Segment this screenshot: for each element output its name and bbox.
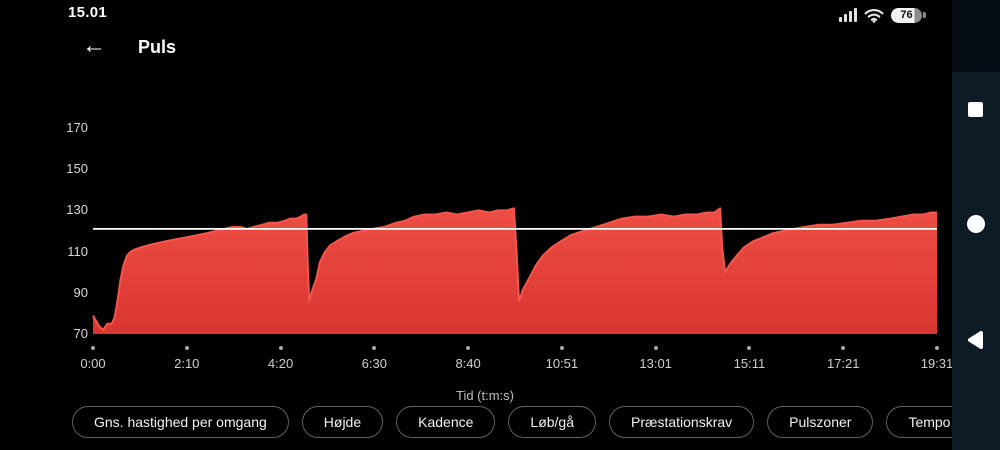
x-tick-label: 2:10 bbox=[174, 356, 200, 371]
recents-button[interactable] bbox=[968, 102, 983, 117]
y-axis-labels: 70 90 110 130 150 170 bbox=[54, 0, 88, 450]
x-tick-dot bbox=[653, 346, 658, 350]
back-button[interactable]: ← bbox=[82, 32, 106, 59]
y-tick-label: 110 bbox=[67, 243, 88, 259]
x-tick-dot bbox=[91, 346, 95, 350]
x-tick-label: 17:21 bbox=[826, 356, 860, 371]
y-tick-label: 90 bbox=[73, 284, 88, 300]
x-tick-label: 15:11 bbox=[733, 356, 766, 371]
y-tick-label: 130 bbox=[66, 202, 88, 218]
x-tick-label: 0:00 bbox=[80, 356, 106, 371]
x-tick-label: 6:30 bbox=[361, 356, 387, 371]
x-tick-dot bbox=[841, 346, 846, 350]
heart-rate-area bbox=[93, 208, 937, 334]
x-tick-label: 19:31 bbox=[920, 356, 954, 371]
status-icons: 76 bbox=[839, 7, 926, 23]
chip-præstationskrav[interactable]: Præstationskrav bbox=[609, 406, 755, 438]
x-tick-label: 13:01 bbox=[639, 356, 672, 371]
heart-rate-chart[interactable] bbox=[0, 0, 952, 450]
navbar-status-segment bbox=[952, 0, 1000, 72]
y-tick-label: 170 bbox=[66, 120, 88, 135]
chip-pulszoner[interactable]: Pulszoner bbox=[767, 406, 874, 438]
y-tick-label: 150 bbox=[66, 161, 88, 177]
y-tick-label: 70 bbox=[73, 326, 88, 341]
wifi-icon bbox=[864, 9, 884, 23]
x-axis-title: Tid (t:m:s) bbox=[455, 388, 514, 403]
home-button[interactable] bbox=[967, 215, 985, 233]
x-tick-label: 10:51 bbox=[545, 356, 579, 371]
battery-icon: 76 bbox=[891, 7, 926, 23]
signal-bars-icon bbox=[839, 8, 857, 22]
page-title: Puls bbox=[138, 37, 177, 57]
chip-løb-gå[interactable]: Løb/gå bbox=[508, 406, 597, 438]
back-nav-button[interactable] bbox=[967, 330, 985, 350]
chip-kadence[interactable]: Kadence bbox=[396, 406, 496, 438]
x-tick-dot bbox=[935, 346, 939, 350]
x-tick-dot bbox=[184, 346, 189, 350]
x-tick-dot bbox=[747, 346, 752, 350]
x-tick-dot bbox=[372, 346, 377, 350]
metric-buttons: Gns. hastighed per omgang Højde Kadence Løb… bbox=[72, 406, 973, 438]
battery-percent: 76 bbox=[900, 8, 913, 21]
x-tick-label: 8:40 bbox=[455, 356, 481, 371]
chip-gns-hastighed-per-omgang[interactable]: Gns. hastighed per omgang bbox=[72, 406, 289, 438]
heart-rate-line bbox=[92, 207, 937, 331]
chip-højde[interactable]: Højde bbox=[301, 406, 384, 438]
x-tick-label: 4:20 bbox=[267, 356, 294, 371]
x-tick-dot bbox=[278, 346, 283, 350]
x-tick-dot bbox=[559, 346, 564, 350]
android-navbar bbox=[952, 0, 1000, 450]
x-tick-dot bbox=[466, 346, 471, 350]
status-time: 15.01 bbox=[68, 4, 108, 21]
